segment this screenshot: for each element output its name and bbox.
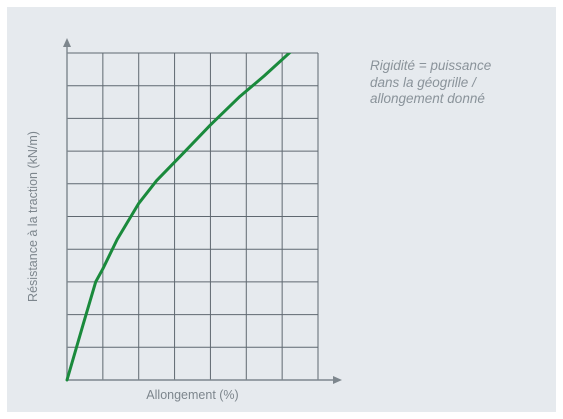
x-axis-arrow xyxy=(333,376,342,384)
annotation-line-3: allongement donné xyxy=(370,91,485,106)
chart-panel: Allongement (%) Résistance à la traction… xyxy=(7,7,556,412)
annotation-line-2: dans la géogrille / xyxy=(370,74,476,90)
y-axis-arrow xyxy=(63,38,71,47)
chart-series xyxy=(65,53,292,382)
chart-grid xyxy=(67,52,319,380)
y-axis-title: Résistance à la traction (kN/m) xyxy=(26,131,40,302)
chart-axes xyxy=(63,38,342,384)
series-line-1 xyxy=(65,53,292,382)
annotation-line-1: Rigidité = puissance xyxy=(370,58,492,73)
stiffness-annotation: Rigidité = puissance dans la géogrille /… xyxy=(370,58,550,108)
x-axis-title: Allongement (%) xyxy=(146,388,238,402)
tensile-strength-chart: Allongement (%) Résistance à la traction… xyxy=(26,38,342,402)
